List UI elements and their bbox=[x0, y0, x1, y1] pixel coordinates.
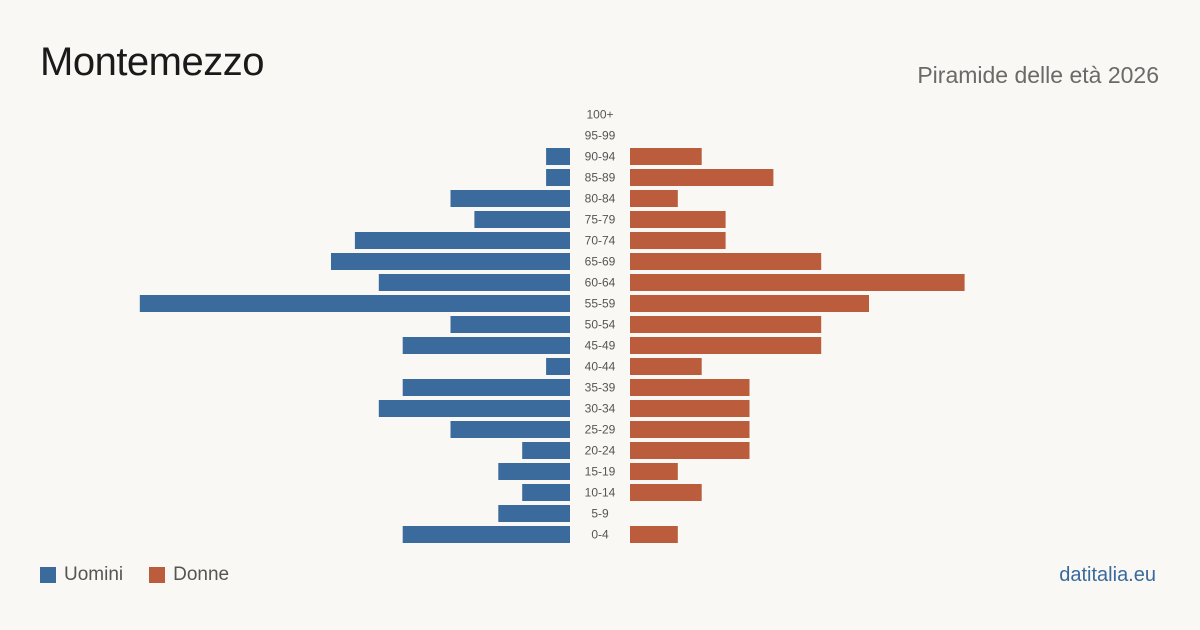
bar-women-60-64 bbox=[630, 274, 965, 291]
age-label-5-9: 5-9 bbox=[591, 507, 609, 521]
bar-men-55-59 bbox=[139, 295, 571, 312]
bar-women-85-89 bbox=[630, 169, 774, 186]
legend-item-men: Uomini bbox=[40, 564, 123, 586]
age-label-40-44: 40-44 bbox=[585, 360, 616, 374]
age-label-60-64: 60-64 bbox=[585, 276, 616, 290]
age-label-70-74: 70-74 bbox=[585, 234, 616, 248]
bar-women-50-54 bbox=[630, 316, 822, 333]
age-label-20-24: 20-24 bbox=[585, 444, 616, 458]
bar-men-85-89 bbox=[546, 169, 570, 186]
age-label-85-89: 85-89 bbox=[585, 171, 616, 185]
bar-women-20-24 bbox=[630, 442, 750, 459]
bar-women-0-4 bbox=[630, 526, 678, 543]
age-label-15-19: 15-19 bbox=[585, 465, 616, 479]
bar-men-65-69 bbox=[331, 253, 570, 270]
bar-women-45-49 bbox=[630, 337, 822, 354]
bar-women-25-29 bbox=[630, 421, 750, 438]
age-label-50-54: 50-54 bbox=[585, 318, 616, 332]
bar-men-35-39 bbox=[402, 379, 570, 396]
bar-women-65-69 bbox=[630, 253, 822, 270]
age-label-35-39: 35-39 bbox=[585, 381, 616, 395]
legend-swatch-men bbox=[40, 567, 56, 583]
bar-women-80-84 bbox=[630, 190, 678, 207]
bar-women-90-94 bbox=[630, 148, 702, 165]
legend-item-women: Donne bbox=[149, 564, 229, 586]
bar-men-20-24 bbox=[522, 442, 570, 459]
legend-swatch-women bbox=[149, 567, 166, 583]
bar-men-40-44 bbox=[546, 358, 570, 375]
age-label-10-14: 10-14 bbox=[585, 486, 616, 500]
legend-label-men: Uomini bbox=[64, 564, 124, 585]
chart-subtitle: Piramide delle età 2026 bbox=[917, 62, 1159, 88]
age-label-30-34: 30-34 bbox=[585, 402, 616, 416]
bar-men-70-74 bbox=[354, 232, 570, 249]
bar-men-60-64 bbox=[378, 274, 570, 291]
chart-title: Montemezzo bbox=[40, 40, 264, 84]
bar-men-30-34 bbox=[378, 400, 570, 417]
bar-women-30-34 bbox=[630, 400, 750, 417]
bar-men-10-14 bbox=[522, 484, 570, 501]
age-label-95-99: 95-99 bbox=[585, 129, 616, 143]
bar-men-45-49 bbox=[402, 337, 570, 354]
age-label-100plus: 100+ bbox=[586, 108, 613, 122]
age-label-55-59: 55-59 bbox=[585, 297, 616, 311]
bar-men-75-79 bbox=[474, 211, 570, 228]
age-label-90-94: 90-94 bbox=[585, 150, 616, 164]
bar-men-50-54 bbox=[450, 316, 570, 333]
age-label-80-84: 80-84 bbox=[585, 192, 616, 206]
age-label-0-4: 0-4 bbox=[591, 528, 609, 542]
legend: Uomini Donne bbox=[40, 564, 255, 586]
bar-men-25-29 bbox=[450, 421, 570, 438]
bar-men-80-84 bbox=[450, 190, 570, 207]
legend-label-women: Donne bbox=[173, 564, 230, 585]
bar-women-10-14 bbox=[630, 484, 702, 501]
bar-women-55-59 bbox=[630, 295, 869, 312]
age-label-75-79: 75-79 bbox=[585, 213, 616, 227]
age-label-45-49: 45-49 bbox=[585, 339, 616, 353]
bar-men-0-4 bbox=[402, 526, 570, 543]
bar-women-35-39 bbox=[630, 379, 750, 396]
bar-women-40-44 bbox=[630, 358, 702, 375]
brand-link[interactable]: datitalia.eu bbox=[1059, 564, 1156, 586]
bar-men-15-19 bbox=[498, 463, 570, 480]
bar-women-15-19 bbox=[630, 463, 678, 480]
bar-men-5-9 bbox=[498, 505, 570, 522]
age-label-65-69: 65-69 bbox=[585, 255, 616, 269]
bar-women-75-79 bbox=[630, 211, 726, 228]
bar-men-90-94 bbox=[546, 148, 570, 165]
age-label-25-29: 25-29 bbox=[585, 423, 616, 437]
bar-women-70-74 bbox=[630, 232, 726, 249]
